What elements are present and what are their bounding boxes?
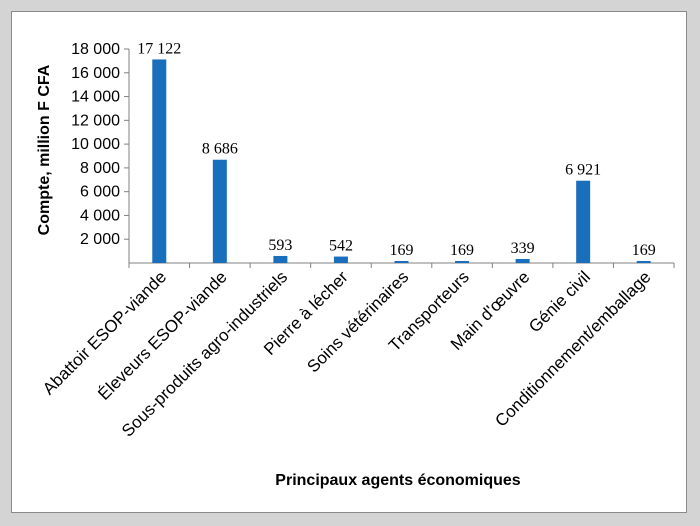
y-tick-label: 10 000	[71, 136, 120, 153]
bar	[455, 260, 470, 263]
data-label: 169	[390, 242, 414, 259]
data-label: 8 686	[202, 141, 238, 158]
bar	[212, 159, 227, 263]
data-label: 169	[632, 242, 656, 259]
y-tick-label: 18 000	[71, 41, 120, 58]
bar	[394, 260, 409, 263]
data-label: 169	[450, 242, 474, 259]
chart-frame: Compte, million F CFA Principaux agents …	[11, 11, 687, 513]
y-tick-label: 6 000	[80, 184, 120, 201]
y-tick-label: 14 000	[71, 89, 120, 106]
bar	[333, 256, 348, 263]
bar	[576, 180, 591, 263]
y-tick-label: 8 000	[80, 160, 120, 177]
category-label: Soins vétérinaires	[303, 267, 412, 376]
bar	[636, 260, 651, 263]
y-axis-title: Compte, million F CFA	[36, 64, 53, 235]
bar-chart: Compte, million F CFA Principaux agents …	[36, 40, 675, 489]
data-label: 339	[511, 240, 535, 257]
bar	[273, 255, 288, 263]
y-tick-label: 12 000	[71, 112, 120, 129]
data-label: 593	[268, 237, 292, 254]
data-label: 6 921	[565, 162, 601, 179]
y-tick-label: 4 000	[80, 207, 120, 224]
data-label: 17 122	[137, 40, 181, 57]
bar	[515, 258, 530, 263]
bar	[152, 59, 167, 263]
y-tick-label: 16 000	[71, 65, 120, 82]
data-label: 542	[329, 238, 353, 255]
y-tick-label: 2 000	[80, 231, 120, 248]
x-axis-title: Principaux agents économiques	[275, 472, 521, 489]
